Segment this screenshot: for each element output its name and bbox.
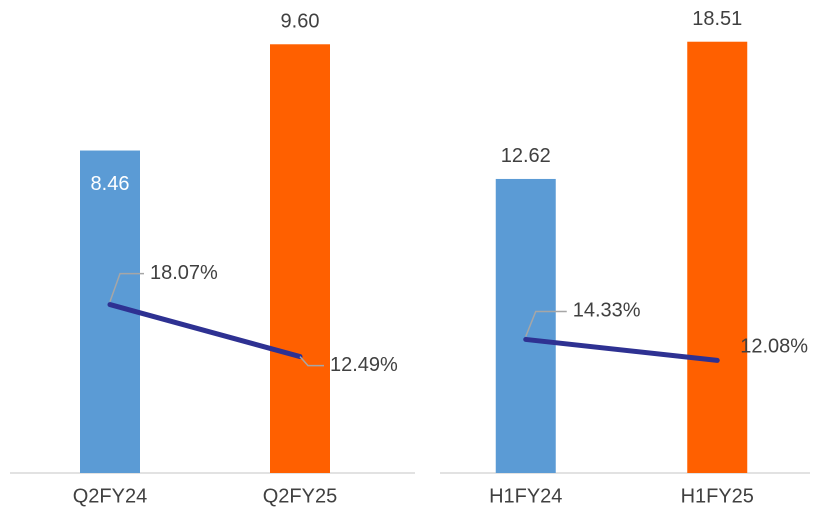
bar — [270, 44, 330, 473]
bar — [495, 178, 556, 474]
line-value-label: 18.07% — [150, 262, 218, 284]
x-tick-label: H1FY24 — [489, 485, 562, 507]
bar-value-label: 18.51 — [692, 8, 742, 30]
line-value-label: 14.33% — [573, 300, 641, 322]
bar-value-label: 8.46 — [91, 173, 130, 195]
leader-line — [299, 356, 324, 367]
margin-line — [523, 336, 720, 363]
x-tick-label: Q2FY25 — [263, 485, 337, 507]
leader-line — [109, 272, 144, 302]
margin-line — [107, 302, 303, 360]
bar-value-label: 12.62 — [501, 145, 551, 167]
line-value-label: 12.49% — [330, 354, 398, 376]
line-value-label: 12.08% — [740, 336, 808, 358]
x-tick-label: H1FY25 — [681, 485, 754, 507]
bar-value-label: 9.60 — [281, 11, 320, 33]
x-tick-label: Q2FY24 — [73, 485, 147, 507]
bar — [687, 41, 748, 473]
leader-line — [525, 310, 567, 337]
